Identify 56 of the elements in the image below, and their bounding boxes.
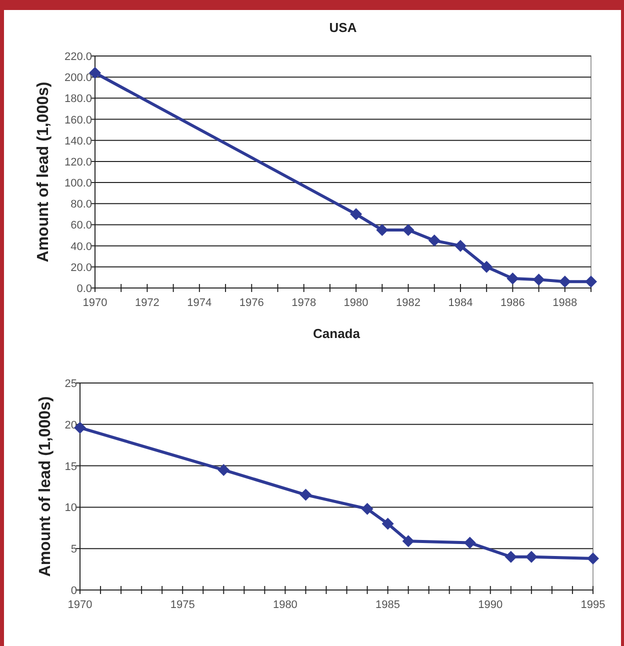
point [587, 552, 599, 565]
x-tick-label: 1984 [448, 297, 473, 309]
point [300, 488, 312, 501]
y-tick-label: 100.0 [64, 178, 92, 190]
y-axis-title: Amount of lead (1,000s) [35, 82, 52, 262]
x-tick-label: 1980 [272, 599, 298, 611]
y-tick-label: 80.0 [70, 198, 92, 211]
y-tick-label: 5 [70, 544, 77, 556]
x-tick-label: 1982 [396, 297, 421, 309]
point [376, 224, 388, 236]
point [585, 276, 597, 288]
y-tick-label: 120.0 [64, 156, 92, 168]
point [218, 464, 230, 476]
y-tick-label: 180.0 [64, 93, 92, 106]
x-tick-label: 1988 [552, 297, 578, 309]
point [532, 274, 545, 286]
point [504, 550, 517, 563]
point [402, 224, 414, 236]
y-tick-label: 10 [64, 502, 77, 514]
point [464, 536, 476, 549]
x-tick-label: 1986 [500, 297, 525, 309]
x-tick-label: 1972 [134, 297, 160, 309]
point [350, 208, 362, 220]
x-tick-label: 1990 [478, 599, 503, 611]
x-tick-label: 1970 [68, 599, 92, 611]
point [428, 234, 440, 247]
y-tick-label: 160.0 [64, 114, 92, 126]
y-tick-label: 220.0 [64, 51, 92, 63]
point [454, 240, 466, 252]
y-tick-label: 40.0 [70, 240, 92, 253]
point [525, 550, 538, 563]
point [382, 518, 394, 530]
y-tick-label: 60.0 [70, 220, 92, 232]
x-tick-label: 1985 [376, 599, 400, 611]
y-tick-label: 200.0 [64, 72, 92, 84]
x-tick-label: 1978 [292, 297, 316, 309]
x-tick-label: 1980 [344, 297, 368, 309]
y-tick-label: 25 [64, 378, 77, 390]
point [480, 260, 493, 273]
y-tick-label: 0 [70, 585, 77, 597]
y-tick-label: 140.0 [64, 135, 92, 148]
point [506, 272, 519, 285]
x-tick-label: 1995 [580, 599, 606, 611]
y-axis-title: Amount of lead (1,000s) [37, 396, 54, 577]
point [558, 276, 571, 288]
chart-title: Canada [313, 326, 361, 341]
point [361, 502, 374, 515]
y-tick-label: 0.0 [76, 283, 92, 295]
x-tick-label: 1970 [82, 297, 108, 309]
y-tick-label: 15 [64, 460, 77, 473]
chart-title: USA [329, 20, 358, 35]
x-tick-label: 1974 [187, 297, 212, 309]
point [402, 535, 414, 548]
x-tick-label: 1976 [239, 297, 264, 309]
x-tick-label: 1975 [170, 599, 195, 611]
y-tick-label: 20.0 [70, 262, 92, 274]
